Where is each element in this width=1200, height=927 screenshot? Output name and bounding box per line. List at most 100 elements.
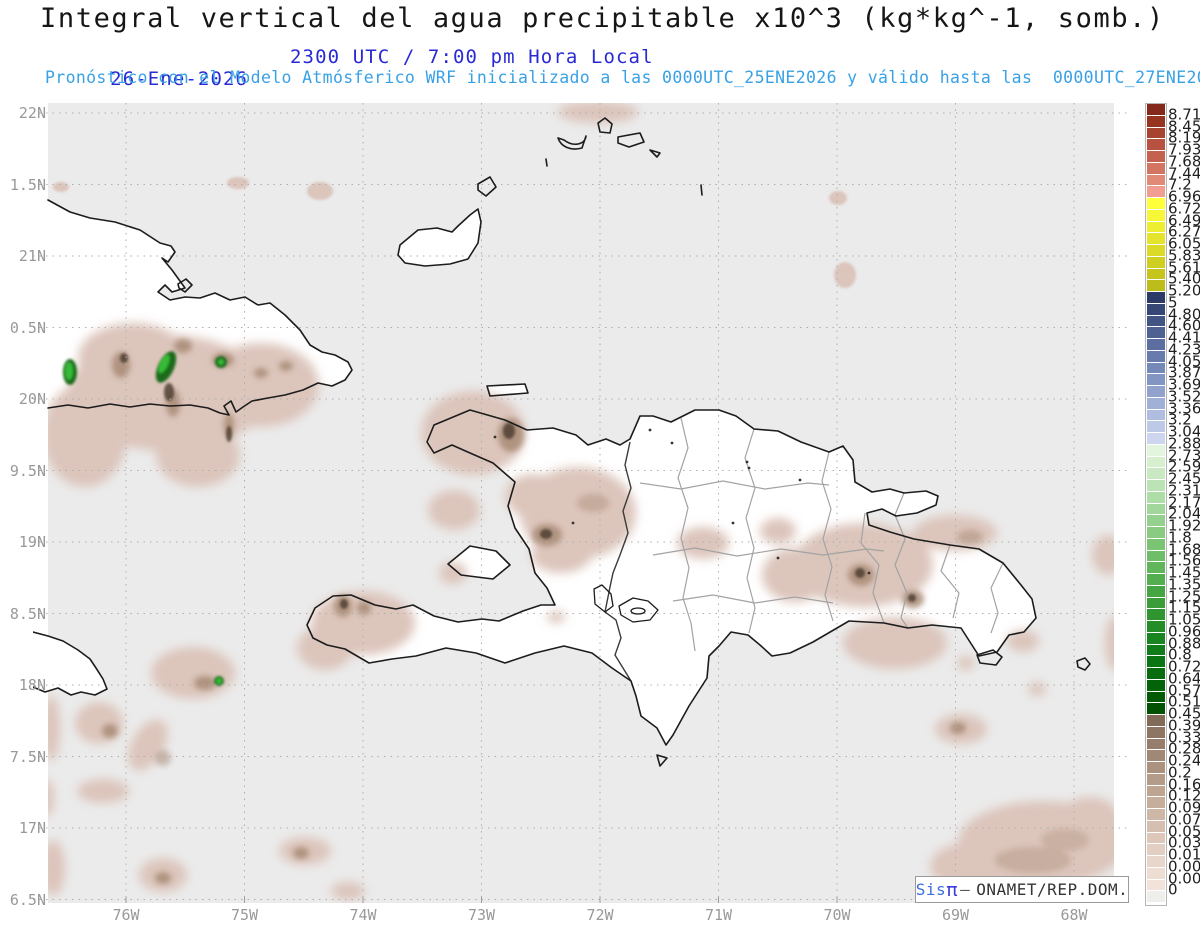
colorbar-tick-label: 0.8: [1168, 645, 1192, 664]
colorbar-tick-label: 1.568: [1168, 551, 1200, 570]
lat-label: 9.5N: [9, 461, 46, 480]
colorbar-cell: [1147, 797, 1165, 808]
cuba-coast: [47, 199, 353, 416]
colorbar-cell: [1147, 750, 1165, 761]
colorbar-cell: [1147, 374, 1165, 385]
colorbar-tick-label: 7.2: [1168, 175, 1192, 194]
colorbar-tick-label: 3.042: [1168, 422, 1200, 441]
colorbar-cell: [1147, 480, 1165, 491]
green-maxima: [63, 351, 227, 686]
colorbar-cell: [1147, 139, 1165, 150]
colorbar-tick-label: 2.048: [1168, 504, 1200, 523]
colorbar-tick-label: 8.712: [1168, 105, 1200, 124]
graticule: [33, 103, 1128, 903]
colorbar-tick-label: 7.688: [1168, 152, 1200, 171]
lat-label: 19N: [18, 533, 46, 551]
colorbar: [1145, 103, 1167, 906]
valid-date: 26-Ene-2026: [110, 68, 249, 90]
watermark-pi-icon: π: [946, 878, 959, 901]
colorbar-tick-label: 1.152: [1168, 598, 1200, 617]
colorbar-cell: [1147, 316, 1165, 326]
colorbar-cell: [1147, 351, 1165, 362]
watermark-brand: Sis: [915, 880, 947, 899]
west-caicos-islet: [545, 158, 548, 167]
lat-label: 18N: [18, 676, 46, 694]
colorbar-cell: [1147, 586, 1165, 597]
colorbar-tick-label: 1.25: [1168, 587, 1200, 605]
colorbar-cell: [1147, 233, 1165, 244]
lake-azuei: [593, 584, 614, 613]
valid-time: 2300 UTC / 7:00 pm Hora Local: [290, 46, 654, 68]
caicos-north: [597, 117, 613, 134]
lon-label: 71W: [704, 906, 733, 924]
colorbar-tick-label: 0.242: [1168, 751, 1200, 770]
colorbar-tick-label: 0.648: [1168, 669, 1200, 688]
colorbar-tick-label: 4.418: [1168, 328, 1200, 347]
chart-title: Integral vertical del agua precipitable …: [40, 3, 1165, 34]
colorbar-cell: [1147, 515, 1165, 526]
colorbar-cell: [1147, 551, 1165, 561]
colorbar-cell: [1147, 163, 1165, 174]
colorbar-cell: [1147, 257, 1165, 268]
colorbar-tick-label: 5.618: [1168, 258, 1200, 276]
colorbar-tick-label: 0.128: [1168, 786, 1200, 805]
lat-label: 8.5N: [9, 604, 46, 623]
colorbar-tick-label: 0.288: [1168, 739, 1200, 758]
colorbar-cell: [1147, 386, 1165, 397]
great-inagua-land: [398, 209, 481, 266]
lon-label: 76W: [112, 906, 140, 924]
colorbar-tick-label: 0.578: [1168, 681, 1200, 699]
map-canvas: [33, 103, 1128, 903]
caicos-south-islet: [649, 149, 661, 158]
colorbar-cell: [1147, 304, 1165, 315]
colorbar-tick-label: 7.938: [1168, 140, 1200, 159]
colorbar-cell: [1147, 269, 1165, 279]
colorbar-tick-label: 0.098: [1168, 798, 1200, 817]
colorbar-cell: [1147, 410, 1165, 420]
watermark-org: ONAMET/REP.DOM.: [976, 880, 1129, 899]
colorbar-cell: [1147, 809, 1165, 820]
lat-label: 20N: [18, 390, 46, 408]
forecast-note: Pronóstico con el Modelo Atmósferico WRF…: [45, 68, 1200, 87]
colorbar-tick-label: 0.968: [1168, 622, 1200, 641]
colorbar-tick-label: 0.2: [1168, 763, 1192, 782]
colorbar-tick-label: 0.05: [1168, 822, 1200, 840]
colorbar-tick-label: 1.058: [1168, 610, 1200, 629]
colorbar-cell: [1147, 762, 1165, 773]
colorbar-tick-label: 5: [1168, 293, 1178, 312]
colorbar-tick-label: 0.392: [1168, 716, 1200, 735]
colorbar-cell: [1147, 562, 1165, 573]
colorbar-tick-label: 0.512: [1168, 692, 1200, 711]
colorbar-tick-label: 2.312: [1168, 481, 1200, 500]
colorbar-cell: [1147, 363, 1165, 373]
colorbar-tick-label: 0.882: [1168, 634, 1200, 652]
colorbar-tick-label: 8.192: [1168, 128, 1200, 147]
colorbar-cell: [1147, 868, 1165, 879]
lat-label: 21N: [18, 247, 46, 265]
tortuga-land: [487, 384, 528, 396]
colorbar-tick-label: 1.8: [1168, 528, 1192, 547]
colorbar-tick-label: 5.408: [1168, 269, 1200, 288]
colorbar-tick-label: 3.2: [1168, 410, 1192, 429]
great-inagua-coast: [397, 208, 482, 267]
lat-label: 17N: [18, 819, 46, 837]
colorbar-tick-label: 0.018: [1168, 845, 1200, 864]
colorbar-cell: [1147, 433, 1165, 444]
tortuga-coast: [486, 383, 529, 397]
colorbar-tick-label: 2.178: [1168, 493, 1200, 511]
colorbar-cell: [1147, 774, 1165, 785]
colorbar-tick-label: 0.008: [1168, 857, 1200, 876]
colorbar-cell: [1147, 128, 1165, 138]
colorbar-cell: [1147, 598, 1165, 608]
colorbar-tick-label: 0.338: [1168, 728, 1200, 746]
lon-label: 69W: [941, 906, 970, 924]
colorbar-tick-label: 3.362: [1168, 399, 1200, 417]
colorbar-tick-label: 0.032: [1168, 833, 1200, 852]
colorbar-tick-label: 4.802: [1168, 305, 1200, 323]
colorbar-tick-label: 0.45: [1168, 704, 1200, 723]
colorbar-tick-label: 6.272: [1168, 222, 1200, 241]
colorbar-tick-label: 2.888: [1168, 434, 1200, 453]
caicos-crescent: [557, 135, 587, 150]
colorbar-cell: [1147, 186, 1165, 197]
